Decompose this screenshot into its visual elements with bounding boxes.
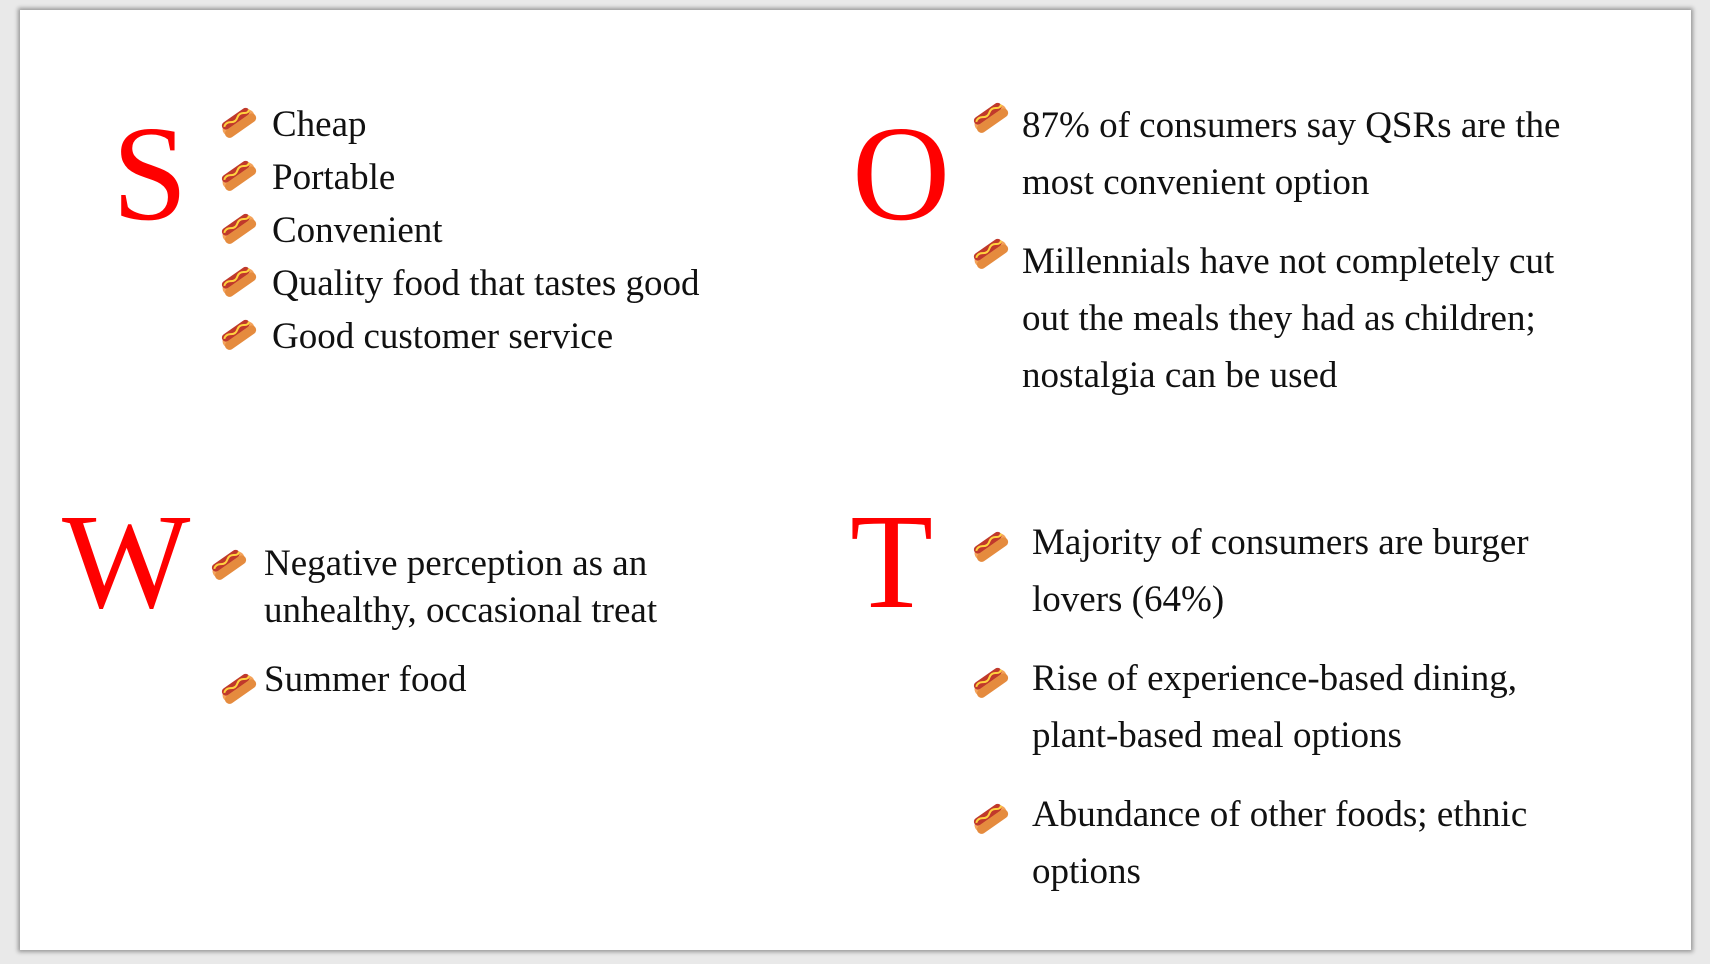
hot-dog-icon	[218, 314, 258, 354]
list-item: Convenient	[218, 204, 818, 257]
strengths-letter: S	[112, 99, 188, 249]
hot-dog-icon	[218, 102, 258, 142]
list-item: 87% of consumers say QSRs are the most c…	[970, 97, 1610, 211]
list-item: Portable	[218, 151, 818, 204]
strengths-list: Cheap Portable Convenient Quality food t…	[218, 98, 818, 363]
hot-dog-icon	[218, 261, 258, 301]
list-item: Rise of experience-based dining, plant-b…	[970, 650, 1630, 764]
hot-dog-icon	[970, 233, 1010, 273]
hot-dog-icon	[970, 97, 1010, 137]
list-item: Cheap	[218, 98, 818, 151]
threats-list: Majority of consumers are burger lovers …	[970, 514, 1630, 900]
opportunities-letter: O	[852, 99, 951, 249]
hot-dog-icon	[218, 668, 258, 708]
list-item: Abundance of other foods; ethnic options	[970, 786, 1630, 900]
list-item: Summer food	[208, 656, 748, 703]
opportunities-list: 87% of consumers say QSRs are the most c…	[970, 97, 1610, 404]
list-item: Quality food that tastes good	[218, 257, 818, 310]
slide: S Cheap Portable Convenient Quality food…	[20, 10, 1691, 950]
hot-dog-icon	[970, 662, 1010, 702]
threats-letter: T	[850, 487, 934, 637]
list-item: Negative perception as an unhealthy, occ…	[208, 540, 748, 634]
list-item: Good customer service	[218, 310, 818, 363]
hot-dog-icon	[970, 798, 1010, 838]
weaknesses-list: Negative perception as an unhealthy, occ…	[208, 540, 748, 703]
list-item: Millennials have not completely cut out …	[970, 233, 1610, 404]
list-item: Majority of consumers are burger lovers …	[970, 514, 1630, 628]
hot-dog-icon	[218, 208, 258, 248]
hot-dog-icon	[208, 544, 248, 584]
hot-dog-icon	[218, 155, 258, 195]
hot-dog-icon	[970, 526, 1010, 566]
weaknesses-letter: W	[62, 487, 191, 637]
